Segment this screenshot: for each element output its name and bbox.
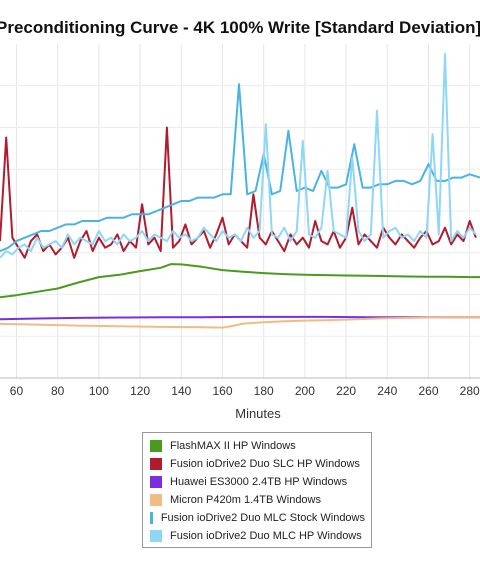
legend-item-4: Fusion ioDrive2 Duo MLC Stock Windows <box>149 509 365 527</box>
legend-swatch-3 <box>150 494 162 506</box>
x-tick-label-11: 280 <box>460 384 480 398</box>
x-tick-label-5: 160 <box>212 384 232 398</box>
legend-label-3: Micron P420m 1.4TB Windows <box>170 494 321 506</box>
legend-label-1: Fusion ioDrive2 Duo SLC HP Windows <box>170 458 360 470</box>
legend-swatch-4 <box>150 512 153 524</box>
x-tick-label-3: 120 <box>130 384 150 398</box>
x-axis-ticks: 60 80 100 120 140 160 180 200 220 240 260 280 <box>10 384 480 398</box>
legend-label-5: Fusion ioDrive2 Duo MLC HP Windows <box>170 530 362 542</box>
series-line-0 <box>0 263 480 299</box>
legend-item-2: Huawei ES3000 2.4TB HP Windows <box>149 473 365 491</box>
x-tick-label-7: 200 <box>295 384 315 398</box>
chart-title: Preconditioning Curve - 4K 100% Write [S… <box>0 0 480 40</box>
x-tick-label-8: 220 <box>336 384 356 398</box>
legend-label-2: Huawei ES3000 2.4TB HP Windows <box>170 476 348 488</box>
x-tick-label-2: 100 <box>89 384 109 398</box>
legend-item-3: Micron P420m 1.4TB Windows <box>149 491 365 509</box>
legend-item-0: FlashMAX II HP Windows <box>149 437 365 455</box>
x-tick-label-4: 140 <box>171 384 191 398</box>
legend-item-1: Fusion ioDrive2 Duo SLC HP Windows <box>149 455 365 473</box>
x-tick-label-9: 240 <box>377 384 397 398</box>
legend-swatch-0 <box>150 440 162 452</box>
legend: FlashMAX II HP Windows Fusion ioDrive2 Du… <box>142 432 372 548</box>
series-line-5 <box>0 53 477 259</box>
line-chart: 60 80 100 120 140 160 180 200 220 240 260 280 Minut… <box>0 44 480 421</box>
legend-label-0: FlashMAX II HP Windows <box>170 440 296 452</box>
chart-title-text: Preconditioning Curve - 4K 100% Write [S… <box>0 18 480 37</box>
series-line-4 <box>0 83 480 253</box>
grid-lines <box>0 44 480 379</box>
x-tick-label-10: 260 <box>418 384 438 398</box>
series-lines <box>0 53 480 329</box>
x-axis-title: Minutes <box>235 406 281 421</box>
x-tick-label-0: 60 <box>10 384 24 398</box>
legend-swatch-1 <box>150 458 162 470</box>
x-tick-label-1: 80 <box>51 384 65 398</box>
legend-item-5: Fusion ioDrive2 Duo MLC HP Windows <box>149 527 365 545</box>
legend-swatch-5 <box>150 530 162 542</box>
legend-swatch-2 <box>150 476 162 488</box>
x-tick-label-6: 180 <box>254 384 274 398</box>
series-line-3 <box>0 316 480 329</box>
legend-label-4: Fusion ioDrive2 Duo MLC Stock Windows <box>160 512 365 524</box>
